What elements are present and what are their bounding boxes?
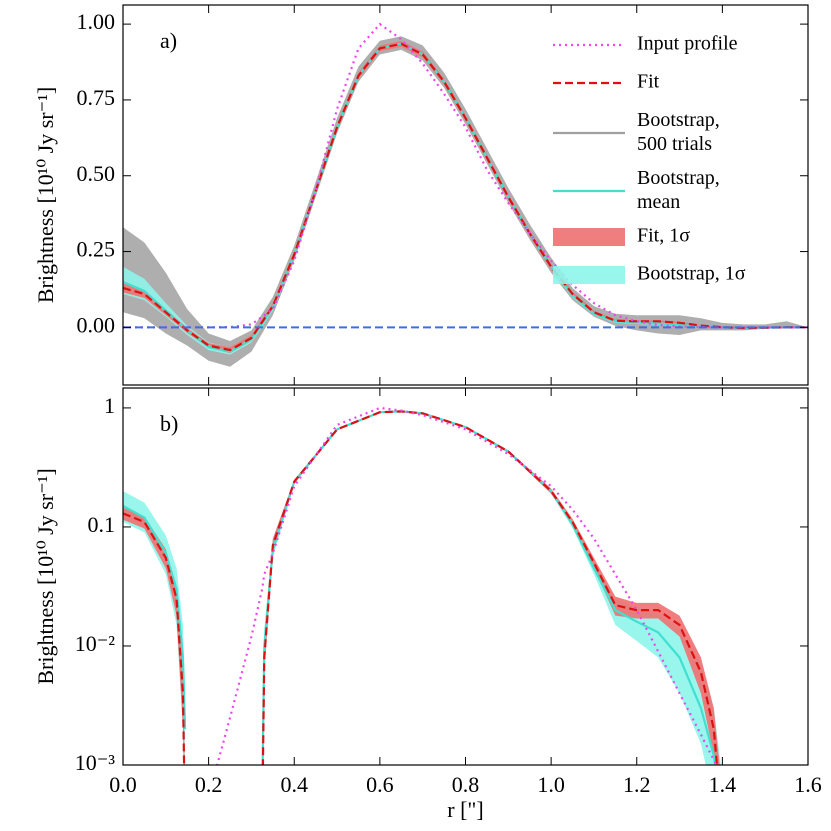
x-tick-label: 0.8 — [452, 772, 480, 797]
panel-label: b) — [160, 411, 178, 436]
y-tick-label: 10⁻² — [75, 631, 116, 656]
y-tick-label: 10⁻³ — [75, 750, 116, 775]
x-tick-label: 1.2 — [623, 772, 651, 797]
x-tick-label: 0.4 — [281, 772, 309, 797]
y-axis-label: Brightness [10¹⁰ Jy sr⁻¹] — [33, 468, 58, 684]
line — [216, 406, 718, 765]
x-tick-label: 0.2 — [195, 772, 223, 797]
legend-label: Bootstrap, 500 trials — [637, 109, 725, 155]
y-tick-label: 0.75 — [77, 85, 116, 110]
y-tick-label: 1 — [104, 393, 115, 418]
line — [123, 42, 808, 353]
y-tick-label: 0.00 — [77, 312, 116, 337]
legend-label: Bootstrap, mean — [637, 167, 725, 213]
legend-swatch — [553, 266, 625, 284]
y-tick-label: 1.00 — [77, 9, 116, 34]
legend-swatch — [553, 228, 625, 246]
plot-area — [123, 406, 721, 765]
y-tick-label: 0.1 — [88, 512, 116, 537]
error-band — [123, 410, 721, 765]
y-tick-label: 0.50 — [77, 161, 116, 186]
legend-label: Fit — [637, 71, 660, 93]
legend-label: Fit, 1σ — [637, 225, 690, 247]
error-band — [123, 40, 808, 355]
x-axis-label: r ["] — [447, 797, 483, 822]
x-tick-label: 1.0 — [537, 772, 565, 797]
legend-label: Bootstrap, 1σ — [637, 263, 746, 285]
x-tick-label: 1.6 — [794, 772, 822, 797]
legend-label: Input profile — [637, 33, 738, 55]
error-band — [123, 40, 808, 354]
line — [123, 22, 808, 329]
x-tick-label: 0.6 — [366, 772, 394, 797]
plot-area — [123, 22, 808, 367]
y-axis-label: Brightness [10¹⁰ Jy sr⁻¹] — [33, 87, 58, 303]
trials-envelope — [123, 36, 808, 367]
x-tick-label: 0.0 — [109, 772, 137, 797]
x-tick-label: 1.4 — [709, 772, 737, 797]
panel-label: a) — [160, 28, 177, 53]
line — [123, 42, 808, 352]
y-tick-label: 0.25 — [77, 237, 116, 262]
